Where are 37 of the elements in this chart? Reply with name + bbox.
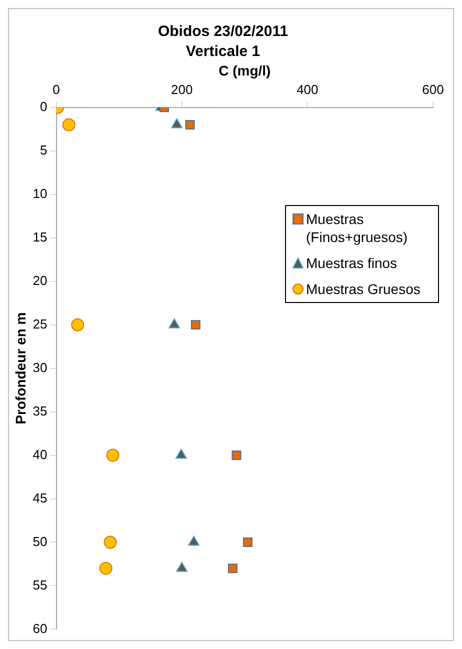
legend-label: Muestras (Finos+gruesos) [306, 210, 409, 246]
point [99, 562, 112, 575]
y-tick-label: 30 [32, 360, 48, 375]
y-tick-label: 60 [32, 620, 48, 636]
y-tick-label: 50 [32, 534, 48, 549]
y-tick-label: 55 [32, 577, 48, 592]
y-axis-title: Profondeur en m [12, 312, 28, 424]
point [176, 448, 187, 459]
point [106, 448, 120, 462]
y-tick-label: 25 [32, 316, 48, 332]
point [104, 536, 117, 549]
x-axis-title: C (mg/l) [218, 62, 271, 78]
y-tick-label: 40 [32, 446, 48, 462]
x-tick-label: 400 [296, 82, 318, 98]
y-tick-label: 45 [32, 490, 48, 506]
chart-subtitle: Verticale 1 [186, 43, 260, 60]
y-tick-label: 35 [32, 403, 48, 418]
point [176, 562, 188, 572]
point [185, 120, 195, 130]
point [228, 564, 238, 574]
chart-title: Obidos 23/02/2011 [158, 23, 288, 40]
y-tick-label: 15 [32, 229, 48, 244]
legend-label: Muestras Gruesos [306, 280, 420, 298]
point [232, 450, 242, 460]
point [188, 536, 200, 546]
x-tick-label: 600 [422, 82, 444, 98]
point [71, 318, 84, 332]
point [62, 118, 76, 132]
x-tick-label: 0 [52, 82, 60, 98]
x-tick-label: 200 [170, 82, 193, 98]
point [190, 320, 200, 330]
point [243, 537, 253, 547]
y-tick-label: 20 [32, 272, 48, 288]
y-tick-label: 0 [40, 98, 48, 114]
y-tick-label: 10 [32, 186, 48, 201]
y-tick-label: 5 [40, 142, 48, 158]
legend-label: Muestras finos [306, 254, 398, 272]
